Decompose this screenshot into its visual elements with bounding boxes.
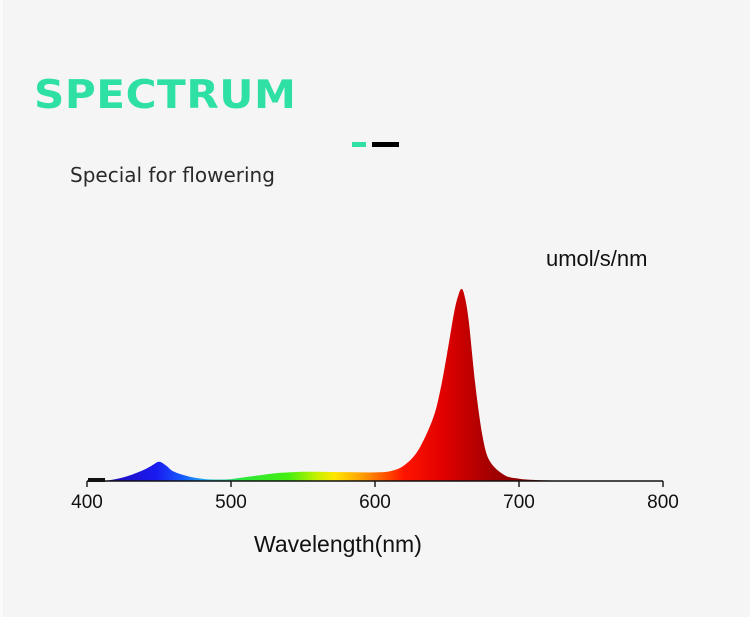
x-axis-title: Wavelength(nm)	[254, 531, 422, 557]
spectrum-area	[87, 289, 577, 481]
accent-bar-black	[372, 142, 399, 147]
x-tick-label: 600	[359, 492, 391, 513]
x-tick-label: 700	[503, 492, 535, 513]
accent-bar-teal	[352, 142, 366, 147]
x-tick-label: 400	[71, 492, 103, 513]
x-tick-label: 800	[647, 492, 679, 513]
subtitle: Special for flowering	[70, 163, 275, 187]
x-axis-ticks	[86, 481, 664, 487]
y-unit-label: umol/s/nm	[546, 246, 648, 271]
x-tick-label: 500	[215, 492, 247, 513]
axis-start-marker	[88, 478, 105, 482]
page-edge	[0, 0, 3, 617]
page-title: SPECTRUM	[34, 73, 297, 118]
